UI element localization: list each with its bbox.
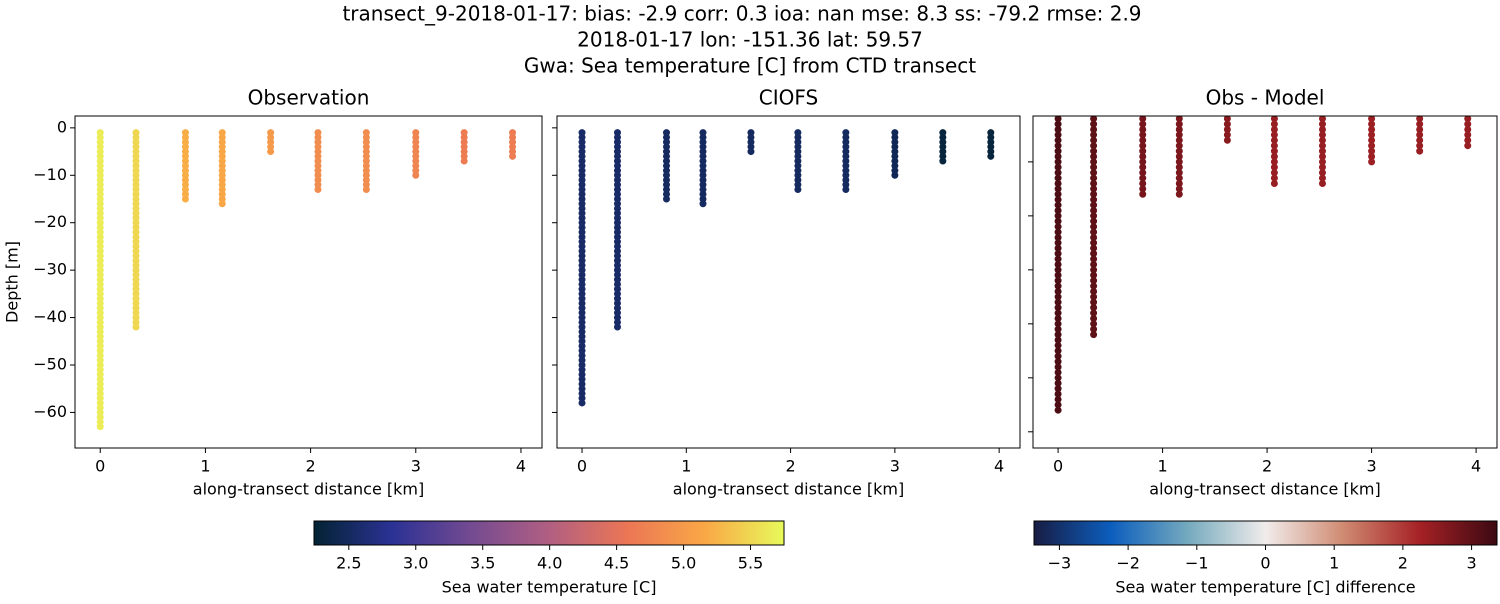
colorbar xyxy=(1033,520,1498,546)
x-tick-label: 4 xyxy=(994,457,1004,476)
y-tick-label: −30 xyxy=(33,260,67,279)
x-tick-label: 2 xyxy=(1262,457,1272,476)
plot-frame xyxy=(74,115,543,449)
x-axis-label: along-transect distance [km] xyxy=(673,480,904,499)
colorbar-tick-label: −1 xyxy=(1185,554,1209,573)
y-tick-label: −40 xyxy=(33,307,67,326)
x-tick-label: 4 xyxy=(516,457,526,476)
x-tick-label: 3 xyxy=(411,457,421,476)
colorbar xyxy=(313,520,785,546)
colorbar-tick-label: 4.0 xyxy=(537,554,562,573)
x-tick-label: 1 xyxy=(200,457,210,476)
y-tick-label: −60 xyxy=(33,402,67,421)
x-tick-label: 0 xyxy=(1053,457,1063,476)
x-axis-label: along-transect distance [km] xyxy=(1149,480,1380,499)
colorbar-tick-label: 3.0 xyxy=(403,554,428,573)
x-tick-label: 0 xyxy=(577,457,587,476)
x-tick-label: 0 xyxy=(95,457,105,476)
colorbar-tick-label: 2.5 xyxy=(336,554,361,573)
colorbar-label: Sea water temperature [C] difference xyxy=(1115,578,1415,597)
plot-frame xyxy=(1032,115,1498,449)
panel-title: Observation xyxy=(248,86,370,110)
colorbar-tick-label: −3 xyxy=(1048,554,1072,573)
y-tick-label: −10 xyxy=(33,165,67,184)
colorbar-tick-label: 0 xyxy=(1260,554,1270,573)
colorbar-tick-label: 2 xyxy=(1398,554,1408,573)
x-tick-label: 2 xyxy=(785,457,795,476)
colorbar-tick-label: −2 xyxy=(1116,554,1140,573)
colorbar-tick-label: 3 xyxy=(1466,554,1476,573)
y-axis-label: Depth [m] xyxy=(3,241,22,323)
suptitle: Gwa: Sea temperature [C] from CTD transe… xyxy=(524,54,976,78)
suptitle: transect_9-2018-01-17: bias: -2.9 corr: … xyxy=(342,2,1141,26)
colorbar-tick-label: 5.5 xyxy=(738,554,763,573)
panel-title: Obs - Model xyxy=(1206,86,1325,110)
y-tick-label: −20 xyxy=(33,212,67,231)
x-tick-label: 1 xyxy=(1157,457,1167,476)
colorbar-tick-label: 5.0 xyxy=(671,554,696,573)
colorbar-label: Sea water temperature [C] xyxy=(442,578,657,597)
y-tick-label: 0 xyxy=(57,117,67,136)
x-tick-label: 2 xyxy=(306,457,316,476)
plot-frame xyxy=(556,115,1021,449)
x-tick-label: 3 xyxy=(890,457,900,476)
colorbar-tick-label: 3.5 xyxy=(470,554,495,573)
colorbar-tick-label: 1 xyxy=(1329,554,1339,573)
x-tick-label: 3 xyxy=(1367,457,1377,476)
y-tick-label: −50 xyxy=(33,355,67,374)
suptitle: 2018-01-17 lon: -151.36 lat: 59.57 xyxy=(577,28,923,52)
x-tick-label: 4 xyxy=(1471,457,1481,476)
colorbar-tick-label: 4.5 xyxy=(604,554,629,573)
x-tick-label: 1 xyxy=(681,457,691,476)
x-axis-label: along-transect distance [km] xyxy=(193,480,424,499)
panel-title: CIOFS xyxy=(759,86,818,110)
